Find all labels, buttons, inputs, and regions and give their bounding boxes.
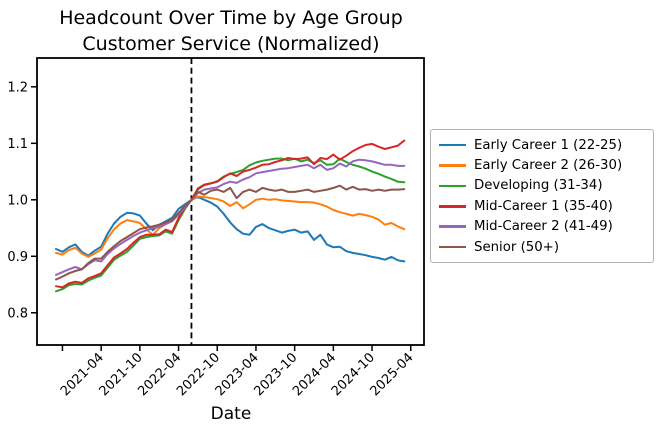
chart-title-block: Headcount Over Time by Age Group Custome… bbox=[1, 5, 461, 57]
y-tick-label: 1.0 bbox=[7, 193, 28, 208]
legend-line-swatch bbox=[439, 205, 466, 208]
series-line bbox=[55, 196, 406, 263]
series-line bbox=[55, 158, 406, 276]
y-tick-label: 0.9 bbox=[7, 250, 28, 265]
series-line bbox=[55, 195, 406, 258]
y-tick-label: 0.8 bbox=[7, 306, 28, 321]
x-tick-label: 2025-04 bbox=[368, 350, 417, 399]
legend-label: Senior (50+) bbox=[474, 239, 560, 255]
legend-item: Developing (31-34) bbox=[439, 176, 645, 196]
x-axis-label: Date bbox=[210, 404, 252, 424]
legend-line-swatch bbox=[439, 245, 466, 249]
y-tick-label: 1.2 bbox=[7, 80, 28, 95]
y-tick-label: 1.1 bbox=[7, 137, 28, 152]
series-line bbox=[55, 157, 406, 293]
legend-line-swatch bbox=[439, 184, 466, 188]
legend-item: Early Career 2 (26-30) bbox=[439, 155, 645, 175]
legend-item: Senior (50+) bbox=[439, 237, 645, 257]
series-line bbox=[55, 139, 406, 289]
legend-label: Developing (31-34) bbox=[474, 178, 603, 194]
legend-line-swatch bbox=[439, 225, 466, 229]
legend-line-swatch bbox=[439, 164, 466, 167]
legend-item: Mid-Career 1 (35-40) bbox=[439, 196, 645, 216]
legend-label: Early Career 1 (22-25) bbox=[474, 137, 623, 153]
legend-label: Early Career 2 (26-30) bbox=[474, 158, 623, 174]
legend-item: Mid-Career 2 (41-49) bbox=[439, 217, 645, 237]
legend-label: Mid-Career 1 (35-40) bbox=[474, 198, 613, 214]
plot-border bbox=[36, 57, 425, 346]
legend-box: Early Career 1 (22-25) Early Career 2 (2… bbox=[430, 129, 654, 264]
chart-subtitle: Customer Service (Normalized) bbox=[82, 33, 380, 55]
series-line bbox=[55, 184, 406, 281]
legend-line-swatch bbox=[439, 143, 466, 147]
legend-item: Early Career 1 (22-25) bbox=[439, 135, 645, 155]
chart-title: Headcount Over Time by Age Group bbox=[59, 7, 403, 29]
legend-label: Mid-Career 2 (41-49) bbox=[474, 219, 613, 235]
